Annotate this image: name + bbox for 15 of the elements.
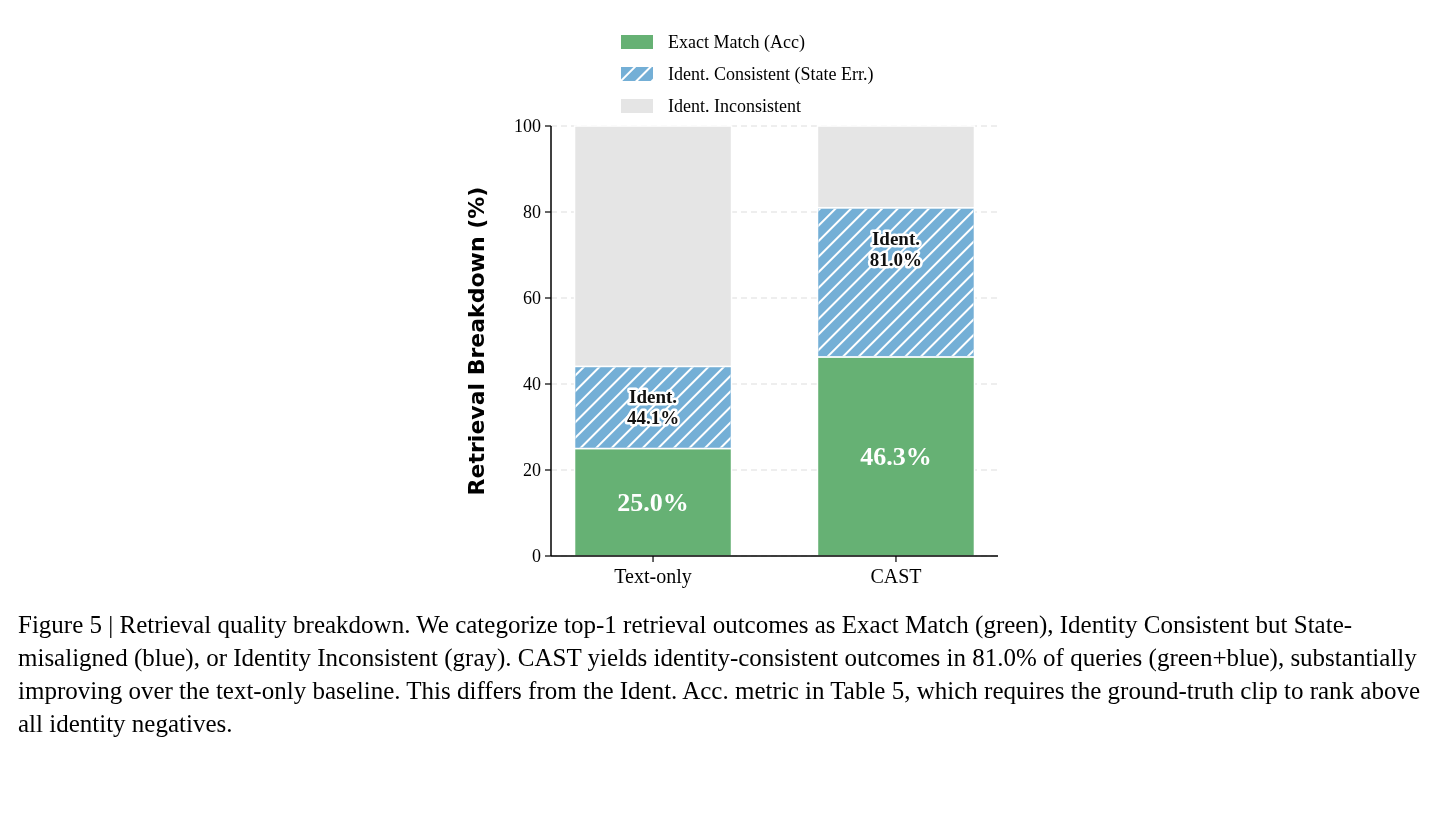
legend-label: Ident. Inconsistent <box>668 96 801 116</box>
x-tick-label: CAST <box>870 565 922 587</box>
y-tick-label: 0 <box>532 546 541 566</box>
x-tick-label: Text-only <box>614 565 692 588</box>
y-tick-label: 80 <box>523 202 541 222</box>
data-label: 25.0% <box>617 487 689 517</box>
caption: Figure 5 | Retrieval quality breakdown. We categorize top-1 retrieval outcomes as Exact Match (green), Identity Consistent but State-misaligned (blue), or Identity Inconsistent (gray). CAST yields identity-consistent outcomes in 81.0% of queries (green+blue), substantially improving over the text-only baseline. This differs from the Ident. Acc. metric in Table 5, which requires the ground-truth clip to rank above all identity negatives. <box>18 610 1422 739</box>
y-tick-label: 60 <box>523 288 541 308</box>
y-tick-label: 40 <box>523 374 541 394</box>
y-tick-label: 100 <box>514 116 541 136</box>
y-tick-label: 20 <box>523 460 541 480</box>
y-axis-title: Retrieval Breakdown (%) <box>464 186 489 496</box>
data-label: 46.3% <box>860 441 932 471</box>
legend-label: Ident. Consistent (State Err.) <box>668 64 874 85</box>
legend-label: Exact Match (Acc) <box>668 32 805 53</box>
